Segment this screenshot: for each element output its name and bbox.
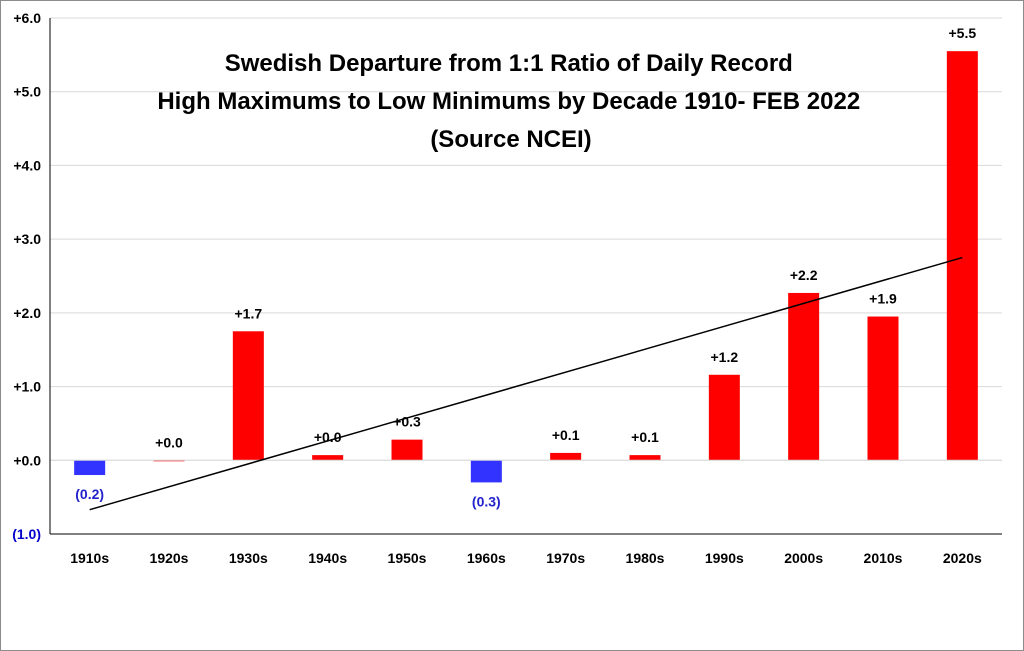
data-labels: (0.2) +0.0 +1.7 +0.0 +0.3 (0.3) +0.1 +0.1 +1.2 +2…: [75, 25, 976, 509]
data-label: +2.2: [790, 267, 818, 283]
y-tick-label: +1.0: [13, 379, 41, 395]
y-tick-label: +2.0: [13, 305, 41, 321]
data-label: +1.2: [711, 349, 739, 365]
x-tick-label: 1920s: [150, 550, 189, 566]
data-label: +0.3: [393, 414, 421, 430]
data-label: (0.3): [472, 493, 501, 509]
bar: [312, 455, 344, 461]
x-tick-label: 2000s: [784, 550, 823, 566]
x-tick-label: 1930s: [229, 550, 268, 566]
data-label: +0.1: [631, 429, 659, 445]
y-tick-label: (1.0): [12, 526, 41, 542]
data-label: (0.2): [75, 486, 104, 502]
axes: [49, 18, 1002, 535]
bars: [50, 51, 1002, 483]
x-tick-label: 1980s: [626, 550, 665, 566]
trendline-group: [89, 256, 963, 511]
bar: [470, 460, 502, 483]
x-tick-label: 2010s: [864, 550, 903, 566]
y-tick-label: +6.0: [13, 10, 41, 26]
data-label: +0.0: [314, 429, 342, 445]
x-tick-labels: 1910s 1920s 1930s 1940s 1950s 1960s 1970s 1980s…: [70, 550, 982, 566]
y-tick-label: +5.0: [13, 84, 41, 100]
bar: [232, 331, 264, 461]
bar: [550, 452, 582, 461]
chart-title: Swedish Departure from 1:1 Ratio of Dail…: [157, 50, 864, 153]
y-tick-label: +0.0: [13, 452, 41, 468]
x-tick-label: 1940s: [308, 550, 347, 566]
gridlines: [50, 17, 1002, 461]
data-label: +5.5: [949, 25, 977, 41]
x-tick-label: 2020s: [943, 550, 982, 566]
bar: [629, 455, 661, 461]
bar: [788, 292, 820, 461]
bar: [708, 374, 740, 461]
x-tick-label: 1960s: [467, 550, 506, 566]
y-tick-label: +3.0: [13, 231, 41, 247]
data-label: +0.0: [155, 434, 183, 450]
trendline: [89, 256, 963, 511]
chart-title-line-2: High Maximums to Low Minimums by Decade …: [157, 88, 860, 115]
x-tick-label: 1950s: [388, 550, 427, 566]
data-label: +1.7: [235, 305, 263, 321]
x-tick-label: 1910s: [70, 550, 109, 566]
y-tick-labels: (1.0) +0.0 +1.0 +2.0 +3.0 +4.0 +5.0 +6.0: [12, 10, 41, 542]
bar: [74, 460, 106, 476]
bar: [867, 316, 899, 461]
x-tick-label: 1970s: [546, 550, 585, 566]
y-tick-label: +4.0: [13, 157, 41, 173]
chart-title-line-1: Swedish Departure from 1:1 Ratio of Dail…: [225, 50, 793, 77]
data-label: +0.1: [552, 427, 580, 443]
bar: [391, 439, 423, 461]
chart-title-line-3: (Source NCEI): [430, 126, 591, 153]
x-tick-label: 1990s: [705, 550, 744, 566]
data-label: +1.9: [869, 291, 897, 307]
bar: [946, 51, 978, 461]
